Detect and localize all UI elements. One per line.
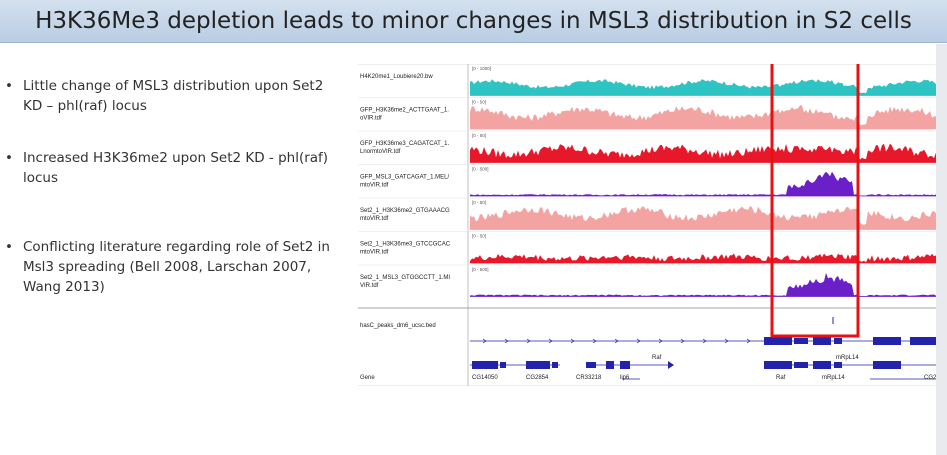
bullet-text: Conflicting literature regarding role of… <box>23 239 330 295</box>
bullet-text: Little change of MSL3 distribution upon … <box>23 78 324 114</box>
track-signal <box>470 272 947 297</box>
gene-track-label: Gene <box>360 375 375 381</box>
slide-title: H3K36Me3 depletion leads to minor change… <box>35 8 912 34</box>
track-label: GFP_H3K36me2_ACTTGAAT_1. <box>360 108 449 114</box>
gene-label-mrpl14: mRpL14 <box>836 355 859 361</box>
track-label: Set2_1_H3K36me3_GTCCGCAC <box>360 242 451 248</box>
track-range: [0 - 50] <box>472 200 486 205</box>
track-label-suffix: oVIR.tdf <box>360 116 382 122</box>
track-label-suffix: mtoVIR.tdf <box>360 250 389 256</box>
bullet-dot-icon: • <box>5 150 13 166</box>
track-label-suffix: mtoVIR.tdf <box>360 216 389 222</box>
track-signal <box>470 206 947 230</box>
gene-label-cr33218: CR33218 <box>576 375 602 381</box>
gene-label-cg2854: CG2854 <box>526 375 549 381</box>
track-label: GFP_H3K36me3_CAGATCAT_1. <box>360 141 449 147</box>
track-signal <box>470 253 947 263</box>
track-signal <box>470 79 947 96</box>
track-signal <box>470 105 947 129</box>
bullet-dot-icon: • <box>5 78 13 94</box>
slide-edge-strip <box>936 44 947 455</box>
track-range: [0 - 50] <box>472 234 486 239</box>
track-range: [0 - 500] <box>472 267 489 272</box>
gene-track: Raf mRpL14 C CG14050 CG2854 CR33218 lip6… <box>470 337 947 381</box>
peaks-track-label: hasC_peaks_dm6_ucsc.bed <box>360 323 436 329</box>
track-range: [0 - 50] <box>472 133 486 138</box>
bullet-text: Increased H3K36me2 upon Set2 KD - phl(ra… <box>23 150 329 186</box>
track-label-suffix: VIR.tdf <box>360 283 379 289</box>
track-label-suffix: mtoVIR.tdf <box>360 183 389 189</box>
track-label: Set2_1_MSL3_GTGGCCTT_1.MI <box>360 275 450 281</box>
slide-title-bar: H3K36Me3 depletion leads to minor change… <box>0 0 947 43</box>
highlight-box <box>770 64 860 338</box>
gene-label-raf: Raf <box>652 355 662 361</box>
gene-label-mrpl14-2: mRpL14 <box>822 375 845 381</box>
track-signal <box>470 171 947 196</box>
track-label: H4K20me1_Loubiere20.bw <box>360 74 433 80</box>
gene-label-raf-2: Raf <box>776 375 786 381</box>
track-label: GFP_MSL3_GATCAGAT_1.MEL/ <box>360 175 449 181</box>
track-range: [0 - 1000] <box>472 66 491 71</box>
gene-label-cg14050: CG14050 <box>472 375 498 381</box>
gene-label-lip6: lip6 <box>620 375 630 381</box>
track-range: [0 - 50] <box>472 100 486 105</box>
track-range: [0 - 500] <box>472 167 489 172</box>
igv-genome-browser-screenshot: H4K20me1_Loubiere20.bw [0 - 1000] GFP_H3K3… <box>358 64 947 386</box>
gene-label-cg28: CG28 <box>924 375 940 381</box>
track-signal <box>470 143 947 163</box>
track-label-suffix: LnormtoVIR.tdf <box>360 149 401 155</box>
track-label: Set2_1_H3K36me2_GTGAAACG <box>360 208 450 214</box>
bullet-dot-icon: • <box>5 239 13 255</box>
